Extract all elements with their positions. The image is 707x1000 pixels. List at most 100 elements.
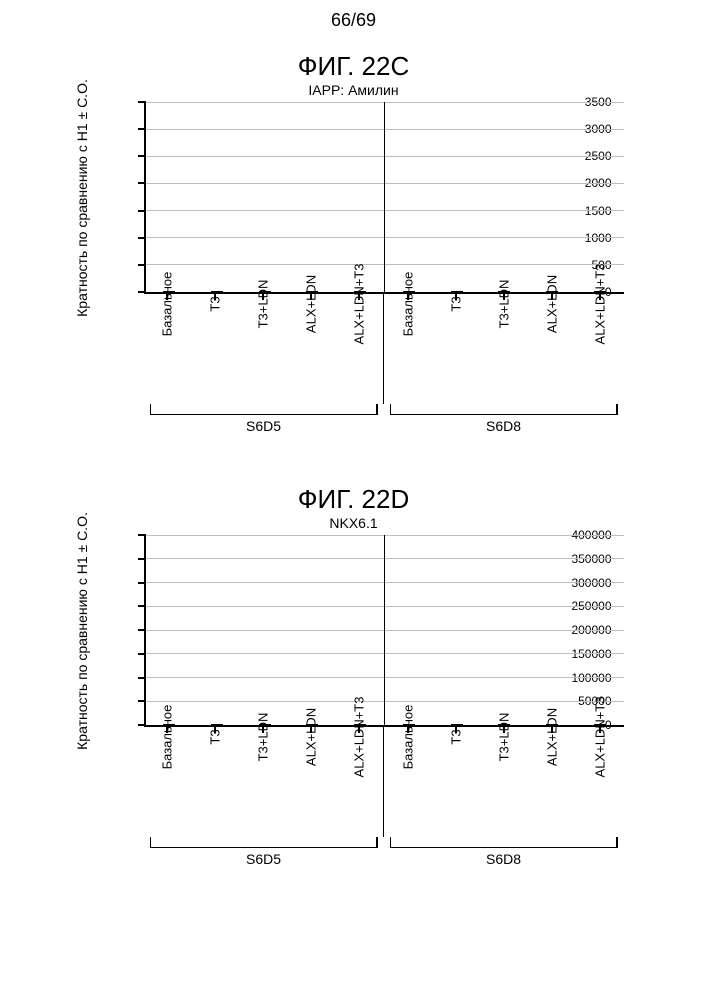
x-group: Базальное T3 T3+LDNALX+LDNALX+LDN+T3 [144, 727, 385, 837]
x-label: ALX+LDN [544, 275, 559, 333]
y-tick [138, 534, 146, 536]
x-label: ALX+LDN [304, 275, 319, 333]
bar-group [146, 535, 386, 725]
y-axis-label: Кратность по сравнению с H1 ± С.О. [74, 512, 90, 750]
x-label: T3 [208, 296, 223, 311]
y-tick [138, 700, 146, 702]
x-label: Базальное [160, 705, 175, 770]
group-bracket: S6D5 [150, 837, 378, 877]
x-label: T3+LDN [496, 280, 511, 329]
group-bracket-row: S6D5 S6D8 [144, 404, 624, 444]
bars-container [146, 535, 624, 725]
group-label: S6D8 [390, 418, 618, 434]
group-bracket-row: S6D5 S6D8 [144, 837, 624, 877]
y-tick [138, 558, 146, 560]
x-label: T3 [448, 729, 463, 744]
bracket-line [150, 404, 152, 414]
y-tick [138, 677, 146, 679]
figure-subtitle: NKX6.1 [74, 515, 634, 531]
x-label: Базальное [400, 705, 415, 770]
x-slot: T3+LDN [239, 727, 287, 837]
bar-group [385, 535, 624, 725]
bracket-line [616, 837, 618, 847]
x-slot: ALX+LDN+T3 [576, 294, 624, 404]
figure-title: ФИГ. 22C [74, 51, 634, 82]
x-slot: ALX+LDN+T3 [335, 294, 383, 404]
x-axis: БазальноеT3T3+LDNALX+LDNALX+LDN+T3Базаль… [74, 727, 634, 837]
group-label: S6D5 [150, 418, 378, 434]
x-slot: ALX+LDN [287, 727, 335, 837]
y-tick [138, 653, 146, 655]
bracket-line [376, 837, 378, 847]
group-brackets: S6D5 S6D8 [74, 404, 634, 444]
page: 66/69 ФИГ. 22CIAPP: АмилинКратность по с… [0, 0, 707, 1000]
x-label: T3 [208, 729, 223, 744]
x-label: ALX+LDN [544, 708, 559, 766]
bracket-line [390, 414, 618, 415]
bracket-line [390, 837, 392, 847]
bracket-line [390, 404, 392, 414]
x-label: ALX+LDN [304, 708, 319, 766]
group-bracket: S6D8 [390, 837, 618, 877]
bracket-line [376, 404, 378, 414]
y-axis-label: Кратность по сравнению с H1 ± С.О. [74, 79, 90, 317]
figure-fig22c: ФИГ. 22CIAPP: АмилинКратность по сравнен… [74, 51, 634, 444]
plot-area: 0500100015002000250030003500 [144, 102, 624, 294]
x-label: T3+LDN [256, 713, 271, 762]
y-tick [138, 605, 146, 607]
figure-title: ФИГ. 22D [74, 484, 634, 515]
x-group: БазальноеT3T3+LDNALX+LDNALX+LDN+T3 [384, 727, 624, 837]
y-tick [138, 155, 146, 157]
y-tick [138, 101, 146, 103]
x-label: ALX+LDN+T3 [352, 697, 367, 778]
x-slot: Базальное [384, 294, 432, 404]
bar-group [146, 102, 386, 292]
figures-container: ФИГ. 22CIAPP: АмилинКратность по сравнен… [0, 51, 707, 877]
bars-container [146, 102, 624, 292]
bracket-line [390, 847, 618, 848]
y-tick [138, 582, 146, 584]
group-bracket: S6D8 [390, 404, 618, 444]
y-tick [138, 264, 146, 266]
x-label: ALX+LDN+T3 [592, 264, 607, 345]
x-slot: ALX+LDN+T3 [576, 727, 624, 837]
x-group: БазальноеT3T3+LDNALX+LDNALX+LDN+T3 [384, 294, 624, 404]
x-slot: T3+LDN [239, 294, 287, 404]
x-slot: T3 [432, 727, 480, 837]
x-slot: T3+LDN [480, 294, 528, 404]
x-axis-labels: БазальноеT3T3+LDNALX+LDNALX+LDN+T3Базаль… [144, 294, 624, 404]
error-cap [211, 724, 223, 725]
x-slot: Базальное [384, 727, 432, 837]
x-label: ALX+LDN+T3 [352, 264, 367, 345]
x-slot: ALX+LDN+T3 [335, 727, 383, 837]
x-label: ALX+LDN+T3 [592, 697, 607, 778]
bracket-line [150, 414, 378, 415]
x-slot: Базальное [144, 727, 192, 837]
x-slot: T3 [191, 727, 239, 837]
figure-subtitle: IAPP: Амилин [74, 82, 634, 98]
y-tick [138, 237, 146, 239]
error-cap [451, 724, 463, 725]
group-label: S6D5 [150, 851, 378, 867]
x-axis: БазальноеT3T3+LDNALX+LDNALX+LDN+T3Базаль… [74, 294, 634, 404]
error-cap [451, 291, 463, 292]
group-label: S6D8 [390, 851, 618, 867]
y-tick [138, 291, 146, 293]
group-bracket: S6D5 [150, 404, 378, 444]
y-tick [138, 629, 146, 631]
y-tick [138, 210, 146, 212]
x-axis-labels: БазальноеT3T3+LDNALX+LDNALX+LDN+T3Базаль… [144, 727, 624, 837]
page-number: 66/69 [0, 10, 707, 31]
bracket-line [616, 404, 618, 414]
x-label: T3 [448, 296, 463, 311]
plot-area: 0500001000001500002000002500003000003500… [144, 535, 624, 727]
x-slot: Базальное [144, 294, 192, 404]
x-slot: T3 [191, 294, 239, 404]
y-tick [138, 182, 146, 184]
x-slot: T3+LDN [480, 727, 528, 837]
x-slot: T3 [432, 294, 480, 404]
x-label: T3+LDN [256, 280, 271, 329]
y-tick [138, 724, 146, 726]
group-brackets: S6D5 S6D8 [74, 837, 634, 877]
x-slot: ALX+LDN [287, 294, 335, 404]
